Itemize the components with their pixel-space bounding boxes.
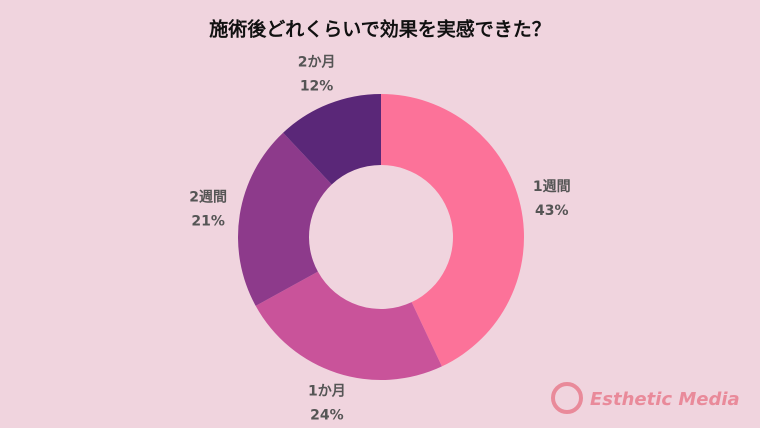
donut-segment bbox=[255, 271, 442, 380]
value-label: 24% bbox=[310, 407, 344, 423]
chart-title: 施術後どれくらいで効果を実感できた？ bbox=[209, 18, 550, 41]
value-label: 12% bbox=[300, 78, 334, 94]
logo: Esthetic Media bbox=[590, 389, 740, 410]
category-label: 1週間 bbox=[533, 179, 571, 195]
logo-group: Esthetic Media bbox=[551, 382, 740, 414]
category-label: 2か月 bbox=[298, 54, 336, 70]
value-label: 21% bbox=[191, 214, 225, 230]
logo-icon bbox=[551, 382, 583, 414]
category-label: 1か月 bbox=[308, 383, 346, 399]
donut-segment bbox=[237, 132, 332, 306]
donut-segment bbox=[283, 94, 381, 185]
value-label: 43% bbox=[535, 203, 569, 219]
donut-segment bbox=[381, 94, 524, 367]
category-label: 2週間 bbox=[189, 190, 227, 206]
